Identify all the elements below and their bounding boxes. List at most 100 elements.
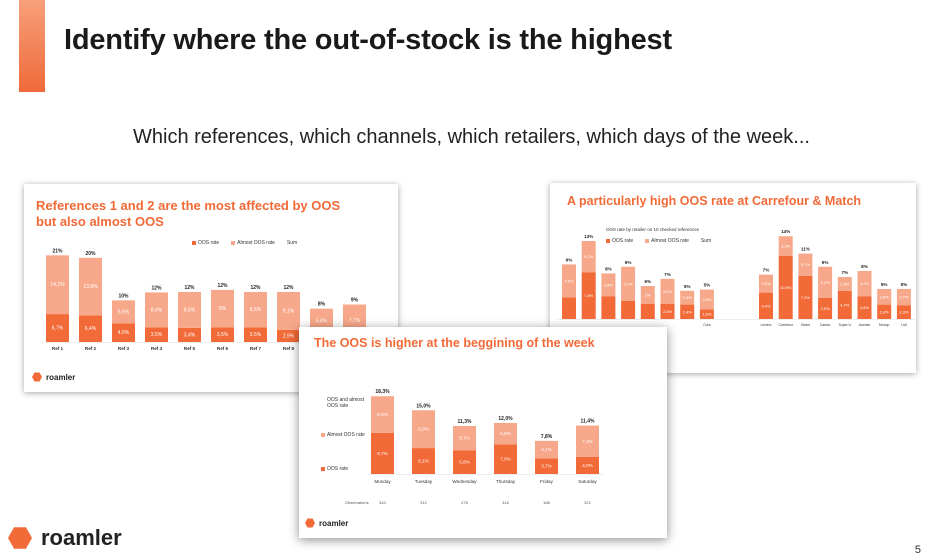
category-label: Ref 6 xyxy=(217,346,229,351)
bar-almost xyxy=(640,286,655,304)
card-references-title-line1: References 1 and 2 are the most affected… xyxy=(36,198,341,213)
data-label-oos: 3,5% xyxy=(250,332,262,338)
legend-oos-row: OOS rate xyxy=(321,466,348,472)
legend-oos: OOS rate xyxy=(606,238,633,244)
data-label-oos: 4,5% xyxy=(118,330,130,336)
category-label: Cora xyxy=(703,323,710,327)
bar-oos xyxy=(535,458,558,474)
category-label: Super U xyxy=(839,323,852,327)
bar-almost xyxy=(453,425,476,451)
data-label-almost: 7,4% xyxy=(582,439,592,444)
bar-almost xyxy=(857,271,872,297)
legend-almost: Almost OOS rate xyxy=(645,238,689,244)
bar-almost xyxy=(818,266,833,298)
data-label-total: 5% xyxy=(901,282,908,287)
bar-oos xyxy=(896,305,911,319)
observation-count: 344 xyxy=(379,500,386,505)
data-label-oos: 2,5% xyxy=(663,309,673,314)
bar-almost xyxy=(535,440,558,459)
data-label-total: 13% xyxy=(584,234,593,239)
data-label-total: 15,0% xyxy=(416,403,431,409)
data-label-almost: 5,2% xyxy=(821,280,831,285)
bar-almost xyxy=(371,396,394,433)
data-label-oos: 2,4% xyxy=(880,309,890,314)
bar-almost xyxy=(621,266,636,301)
data-label-almost: 2,6% xyxy=(880,294,890,299)
bar-oos xyxy=(640,304,655,319)
legend-sum-label: Sum xyxy=(286,240,298,246)
data-label-almost: 5,5% xyxy=(564,278,574,283)
data-label-almost: 4,2% xyxy=(860,281,870,286)
data-label-oos: 4,0% xyxy=(582,463,592,468)
bar-oos xyxy=(371,432,394,474)
category-label: Ref 5 xyxy=(184,346,196,351)
roamler-logo-icon xyxy=(8,527,32,549)
card-references-title: References 1 and 2 are the most affected… xyxy=(36,198,340,230)
data-label-total: 21% xyxy=(52,248,63,254)
category-label: Ref 4 xyxy=(151,346,163,351)
legend-total-label: OOS and almost OOS rate xyxy=(327,397,364,409)
bar-oos xyxy=(562,297,576,319)
bar-almost xyxy=(837,277,852,291)
bar-oos xyxy=(576,457,599,474)
data-label-total: 14% xyxy=(781,229,790,234)
data-label-almost: 5,7% xyxy=(624,281,634,286)
data-label-total: 12% xyxy=(250,285,261,291)
bar-oos xyxy=(778,256,793,319)
data-label-almost: 8,6% xyxy=(377,412,387,417)
bar-oos xyxy=(112,323,135,342)
slide-title: Identify where the out-of-stock is the h… xyxy=(64,24,672,56)
data-label-almost: 3,3% xyxy=(781,244,791,249)
card-weekdays-brand: roamler xyxy=(319,518,349,528)
data-label-oos: 3,5% xyxy=(151,332,163,338)
bar-almost xyxy=(562,264,576,298)
card-weekdays-title: The OOS is higher at the beggining of th… xyxy=(314,336,595,350)
data-label-oos: 2,9% xyxy=(283,333,295,339)
data-label-almost: 5,7% xyxy=(459,436,469,441)
data-label-total: 10% xyxy=(118,293,129,299)
observation-count: 312 xyxy=(420,500,427,505)
title-accent-bar xyxy=(19,0,45,92)
data-label-oos: 5,6% xyxy=(459,460,469,465)
bar-almost xyxy=(79,257,102,316)
bar-almost xyxy=(680,290,695,305)
bar-oos xyxy=(621,301,636,319)
data-label-total: 6% xyxy=(644,279,651,284)
data-label-total: 9% xyxy=(822,260,829,265)
data-label-almost: 3,8% xyxy=(604,282,614,287)
bar-oos xyxy=(877,304,892,319)
card-references-logo: roamler xyxy=(32,372,75,382)
category-label: Ref 7 xyxy=(250,346,262,351)
data-label-almost: 2,3% xyxy=(683,295,693,300)
card-references: References 1 and 2 are the most affected… xyxy=(24,184,398,392)
bar-almost xyxy=(277,292,300,330)
bar-almost xyxy=(778,236,793,256)
data-label-almost: 3,3% xyxy=(702,297,712,302)
data-label-oos: 7,0% xyxy=(500,457,510,462)
observation-count: 322 xyxy=(584,500,591,505)
legend-oos: OOS rate xyxy=(192,240,219,246)
data-label-oos: 4,4% xyxy=(761,303,771,308)
legend-sum: Sum xyxy=(287,240,297,246)
legend-almost-label: Almost OOS rate xyxy=(237,240,275,246)
bar-almost xyxy=(46,255,69,315)
category-label: Ref 8 xyxy=(283,346,295,351)
data-label-total: 11,4% xyxy=(581,419,595,425)
data-label-total: 12% xyxy=(217,283,228,289)
category-label: Auchan xyxy=(859,323,871,327)
data-label-oos: 7,2% xyxy=(801,295,811,300)
data-label-total: 5% xyxy=(684,284,691,289)
category-label: Leclerc xyxy=(761,323,772,327)
data-label-oos: 3,5% xyxy=(217,332,229,338)
bar-oos xyxy=(277,329,300,342)
bar-oos xyxy=(79,315,102,342)
category-label: Monday xyxy=(374,479,391,484)
bar-oos xyxy=(494,444,517,474)
bar-almost xyxy=(112,300,135,324)
data-label-total: 7% xyxy=(841,270,848,275)
category-label: Ref 1 xyxy=(52,346,64,351)
bar-oos xyxy=(46,314,69,342)
data-label-almost: 2,7% xyxy=(899,295,909,300)
data-label-oos: 6,7% xyxy=(52,326,64,332)
